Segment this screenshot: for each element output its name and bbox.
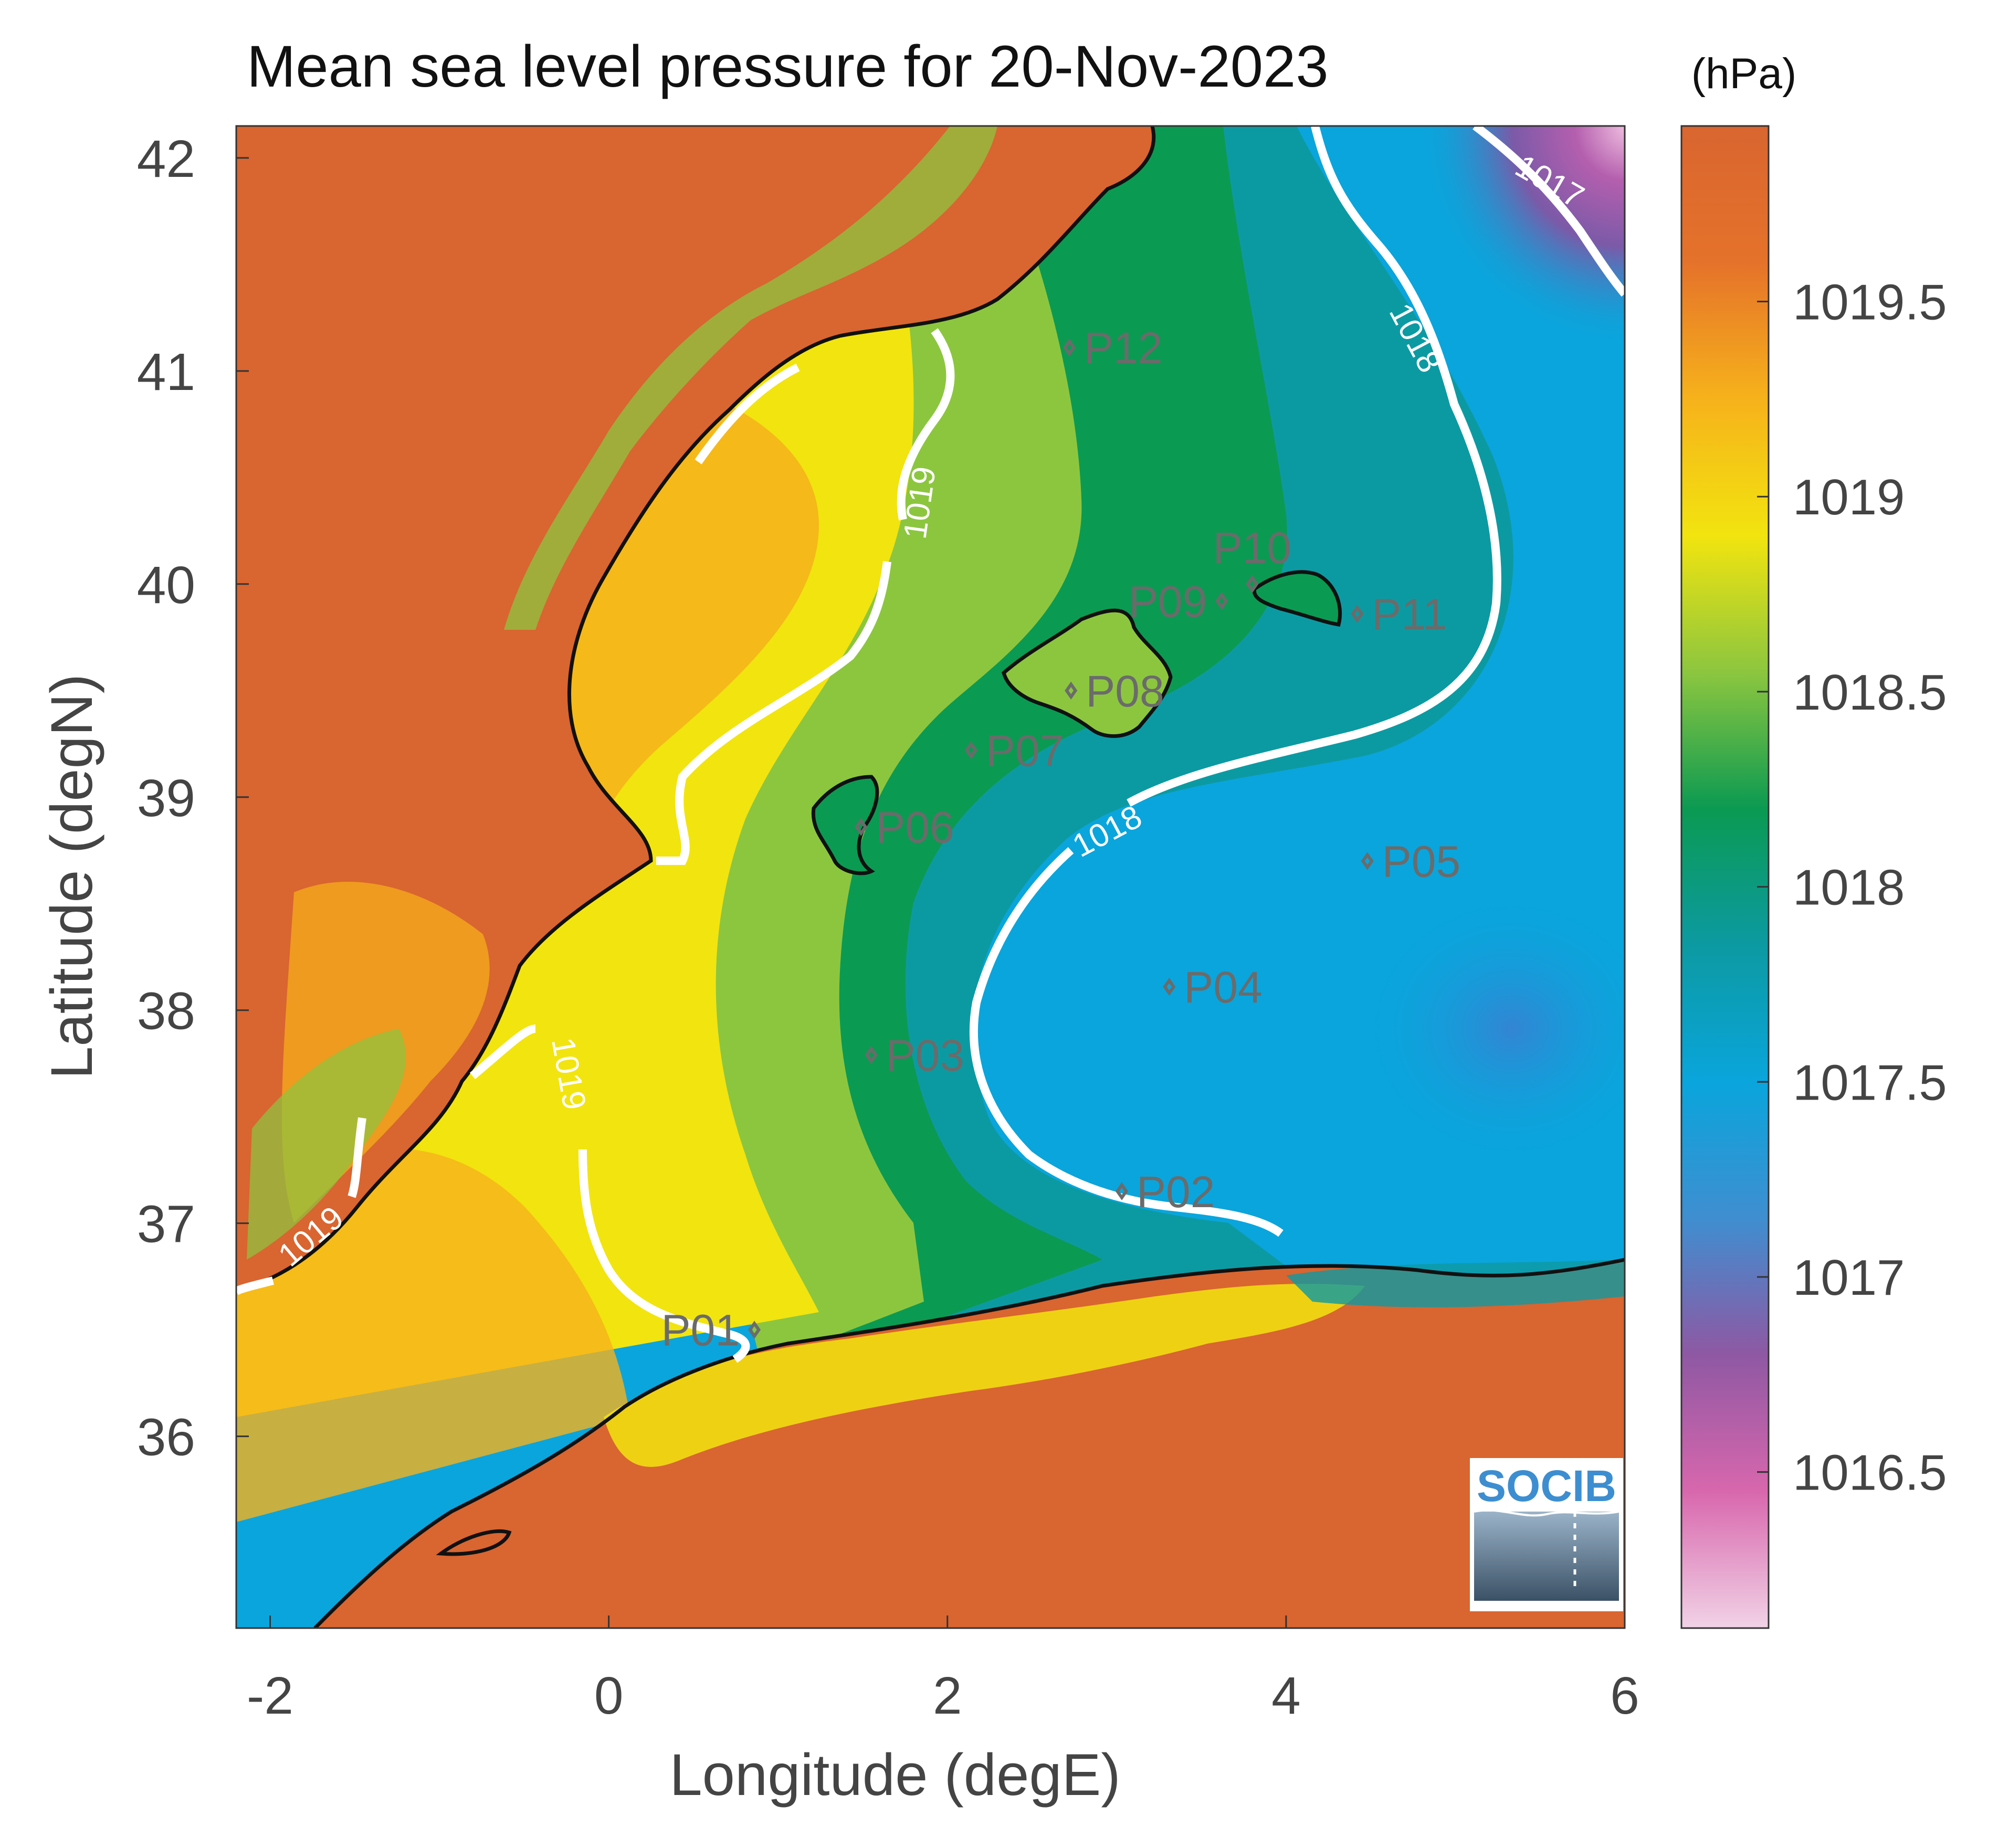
y-tick-label: 41 xyxy=(137,343,195,402)
socib-logo: SOCIB xyxy=(1470,1458,1623,1611)
station-label: P02 xyxy=(1137,1167,1215,1217)
x-tick-label: 0 xyxy=(594,1666,624,1725)
station-marker xyxy=(964,741,977,759)
contour-1018-upper xyxy=(1127,126,1501,807)
island-alboran xyxy=(436,1529,512,1556)
colorbar-tick-label: 1019 xyxy=(1793,469,1905,525)
socib-logo-water xyxy=(1474,1512,1619,1601)
colorbar-tick-label: 1017.5 xyxy=(1793,1054,1947,1111)
contour-1017 xyxy=(1472,126,1625,297)
land-iberia-coastal-fringe-green xyxy=(247,1029,406,1260)
y-tick-label: 37 xyxy=(137,1195,195,1254)
y-axis-ticks: 36 37 38 39 40 41 42 xyxy=(137,130,249,1467)
socib-logo-text: SOCIB xyxy=(1477,1461,1616,1511)
colorbar-tick-label: 1019.5 xyxy=(1793,274,1947,331)
colorbar: 1016.5 1017 1017.5 1018 1018.5 1019 1019.5 xyxy=(1680,125,1947,1629)
contour-1018-lower xyxy=(969,847,1284,1237)
colorbar-tick-label: 1018 xyxy=(1793,860,1905,916)
contour-1019-north xyxy=(656,328,955,865)
station-point-p04: P04 xyxy=(1163,963,1263,1012)
station-point-p05: P05 xyxy=(1361,837,1460,886)
colorbar-tick-label: 1017 xyxy=(1793,1250,1905,1306)
island-mallorca xyxy=(1002,608,1173,738)
island-menorca xyxy=(1252,570,1342,627)
socib-logo-wave xyxy=(1474,1509,1619,1517)
land-africa-coastal-yellow xyxy=(604,1284,1365,1467)
coastline-north-africa xyxy=(313,1258,1625,1628)
coastline-iberia xyxy=(236,126,1156,1293)
station-label: P08 xyxy=(1086,667,1164,716)
station-marker xyxy=(1163,977,1176,996)
contour-1019-southwest xyxy=(236,1117,366,1295)
socib-logo-base-bar xyxy=(1474,1601,1619,1609)
x-tick-label: 4 xyxy=(1271,1666,1301,1725)
y-tick-label: 42 xyxy=(137,130,195,188)
station-point-p11: P11 xyxy=(1351,590,1447,639)
land-north-africa xyxy=(315,1260,1625,1628)
y-tick-label: 39 xyxy=(137,769,195,828)
chart-title: Mean sea level pressure for 20-Nov-2023 xyxy=(247,34,1329,99)
station-point-p09: P09 xyxy=(1129,577,1228,626)
colorbar-gradient xyxy=(1680,125,1770,1629)
x-axis-label: Longitude (degE) xyxy=(669,1742,1120,1808)
station-label: P04 xyxy=(1184,963,1262,1012)
contour-1019-south xyxy=(469,1025,750,1363)
station-marker xyxy=(1215,592,1228,610)
station-label: P12 xyxy=(1084,323,1162,373)
station-point-p12: P12 xyxy=(1063,323,1162,373)
colorbar-tick-label: 1016.5 xyxy=(1793,1445,1947,1501)
station-marker xyxy=(1351,605,1364,623)
station-point-p03: P03 xyxy=(865,1031,964,1080)
x-axis-ticks: -2 0 2 4 6 xyxy=(247,1615,1639,1725)
station-marker xyxy=(1115,1182,1129,1201)
station-label: P10 xyxy=(1213,523,1291,573)
station-marker xyxy=(1246,575,1259,594)
pressure-field-high-south xyxy=(236,1148,630,1522)
y-tick-label: 38 xyxy=(137,982,195,1041)
station-marker xyxy=(1065,681,1078,700)
station-point-p06: P06 xyxy=(855,803,954,852)
island-ibiza xyxy=(811,775,879,875)
map-frame xyxy=(235,125,1626,1629)
y-tick-label: 40 xyxy=(137,556,195,615)
station-marker xyxy=(748,1321,761,1339)
station-point-p01: P01 xyxy=(661,1306,761,1355)
y-axis-label: Latitude (degN) xyxy=(39,674,104,1079)
land-iberia-coastal-fringe xyxy=(504,126,997,630)
x-tick-label: 6 xyxy=(1610,1666,1639,1725)
station-marker xyxy=(1063,338,1076,357)
station-point-p02: P02 xyxy=(1115,1167,1215,1217)
station-marker xyxy=(855,818,868,836)
station-label: P06 xyxy=(876,803,954,852)
station-label: P07 xyxy=(986,726,1064,775)
station-label: P09 xyxy=(1129,577,1207,626)
colorbar-units-label: (hPa) xyxy=(1691,50,1797,98)
station-point-p08: P08 xyxy=(1065,667,1164,716)
y-tick-label: 36 xyxy=(137,1408,195,1467)
station-marker xyxy=(1361,852,1374,870)
x-tick-label: -2 xyxy=(247,1666,293,1725)
colorbar-ticks: 1016.5 1017 1017.5 1018 1018.5 1019 1019.5 xyxy=(1757,274,1947,1501)
station-marker xyxy=(865,1046,878,1064)
x-tick-label: 2 xyxy=(933,1666,962,1725)
pressure-field-low-core xyxy=(1360,892,1625,1165)
station-point-p07: P07 xyxy=(964,726,1064,775)
colorbar-tick-label: 1018.5 xyxy=(1793,664,1947,721)
station-label: P01 xyxy=(661,1306,740,1355)
station-label: P11 xyxy=(1372,590,1447,639)
station-label: P05 xyxy=(1382,837,1460,886)
station-label: P03 xyxy=(886,1031,964,1080)
station-point-p10: P10 xyxy=(1213,523,1291,594)
